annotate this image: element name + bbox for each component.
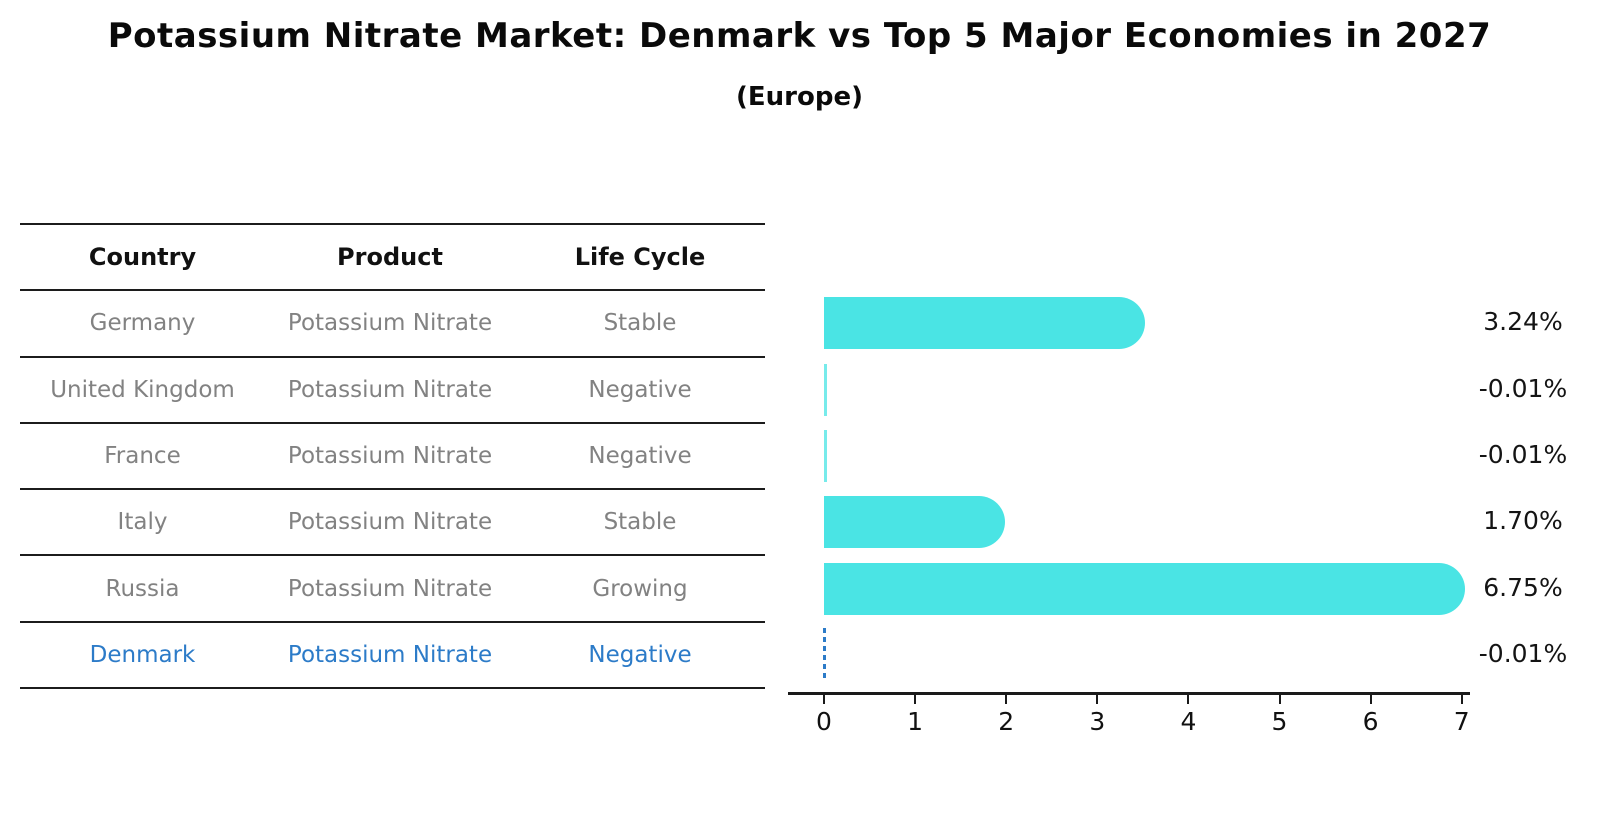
product-cell: Potassium Nitrate: [287, 376, 493, 403]
table-row-france: France Potassium Nitrate Negative: [20, 421, 765, 488]
germany-bar: [824, 297, 1146, 350]
value-label-italy: 1.70%: [1483, 506, 1563, 536]
x-tick-label-3: 3: [1089, 707, 1106, 736]
x-axis-line: [788, 692, 1470, 695]
denmark-highlight-marker: [823, 627, 826, 682]
value-label-russia: 6.75%: [1483, 572, 1563, 602]
product-cell: Potassium Nitrate: [287, 310, 493, 337]
column-header-country: Country: [88, 243, 197, 272]
life-cycle-cell: Growing: [592, 575, 688, 602]
country-cell: France: [104, 443, 181, 470]
country-cell: United Kingdom: [50, 376, 235, 403]
life-cycle-cell: Negative: [588, 443, 692, 470]
product-cell: Potassium Nitrate: [287, 443, 493, 470]
x-tick-7: [1460, 695, 1463, 704]
table-body: Germany Potassium Nitrate Stable United Kin…: [20, 289, 765, 687]
table-header-row: Country Product Life Cycle: [20, 223, 765, 289]
value-label-united-kingdom: -0.01%: [1478, 373, 1568, 403]
product-cell: Potassium Nitrate: [287, 641, 493, 668]
page-subtitle: (Europe): [736, 82, 863, 112]
table-row-denmark: Denmark Potassium Nitrate Negative: [20, 620, 765, 687]
x-tick-label-4: 4: [1180, 707, 1197, 736]
country-cell: Germany: [89, 310, 196, 337]
france-bar: [824, 429, 827, 482]
table-row-italy: Italy Potassium Nitrate Stable: [20, 488, 765, 554]
x-tick-0: [823, 695, 825, 704]
table-row-russia: Russia Potassium Nitrate Growing: [20, 554, 765, 620]
x-tick-2: [1005, 695, 1008, 704]
page-title: Potassium Nitrate Market: Denmark vs Top…: [107, 16, 1492, 56]
product-cell: Potassium Nitrate: [287, 509, 493, 536]
life-cycle-cell: Negative: [588, 641, 692, 668]
russia-bar: [824, 562, 1465, 615]
x-tick-6: [1369, 695, 1372, 704]
x-tick-label-0: 0: [816, 707, 832, 736]
x-tick-label-5: 5: [1271, 707, 1288, 736]
x-tick-3: [1096, 695, 1099, 704]
x-tick-label-1: 1: [907, 707, 924, 736]
product-cell: Potassium Nitrate: [287, 575, 493, 602]
x-tick-label-7: 7: [1453, 707, 1470, 736]
x-tick-label-2: 2: [998, 707, 1015, 736]
x-tick-4: [1187, 695, 1190, 704]
x-tick-label-6: 6: [1362, 707, 1379, 736]
value-label-denmark: -0.01%: [1478, 638, 1568, 668]
country-cell: Russia: [105, 575, 180, 602]
x-tick-5: [1278, 695, 1281, 704]
table-row-united-kingdom: United Kingdom Potassium Nitrate Negative: [20, 355, 765, 422]
table-row-germany: Germany Potassium Nitrate Stable: [20, 289, 765, 355]
life-cycle-cell: Negative: [588, 376, 692, 403]
country-cell: Italy: [117, 509, 168, 536]
life-cycle-cell: Stable: [603, 310, 677, 337]
united-kingdom-bar: [824, 363, 827, 416]
italy-bar: [824, 496, 1005, 549]
country-cell: Denmark: [89, 641, 196, 668]
comparison-table: Country Product Life Cycle Germany Potass…: [20, 223, 765, 690]
column-header-product: Product: [337, 243, 443, 272]
value-label-germany: 3.24%: [1483, 307, 1563, 337]
value-label-france: -0.01%: [1478, 439, 1568, 469]
life-cycle-cell: Stable: [603, 509, 677, 536]
x-tick-1: [914, 695, 917, 704]
column-header-life-cycle: Life Cycle: [574, 243, 706, 272]
